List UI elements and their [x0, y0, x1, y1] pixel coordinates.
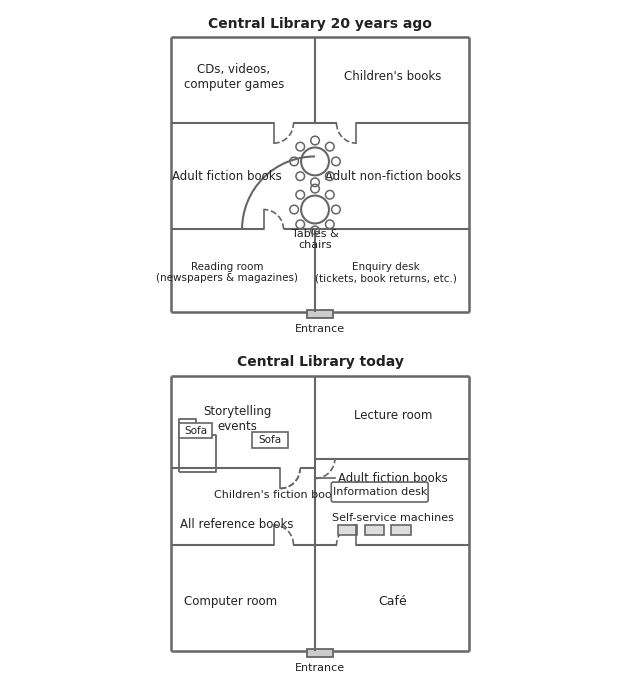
Text: Adult fiction books: Adult fiction books	[172, 170, 282, 183]
Text: All reference books: All reference books	[180, 518, 294, 531]
FancyBboxPatch shape	[332, 482, 428, 502]
Text: Central Library today: Central Library today	[237, 355, 403, 370]
Text: Self-service machines: Self-service machines	[332, 513, 454, 523]
Text: Reading room
(newspapers & magazines): Reading room (newspapers & magazines)	[156, 262, 298, 283]
Text: Sofa: Sofa	[184, 426, 207, 436]
Text: Children's books: Children's books	[344, 70, 442, 84]
Text: CDs, videos,
computer games: CDs, videos, computer games	[184, 63, 284, 91]
Bar	[365, 525, 384, 535]
Text: Children's fiction books: Children's fiction books	[214, 490, 344, 500]
Text: Tables &
chairs: Tables & chairs	[292, 229, 339, 250]
FancyBboxPatch shape	[179, 423, 212, 438]
Text: Enquiry desk
(tickets, book returns, etc.): Enquiry desk (tickets, book returns, etc…	[316, 262, 457, 283]
Text: Adult non-fiction books: Adult non-fiction books	[325, 170, 461, 183]
Text: Entrance: Entrance	[295, 663, 345, 672]
Bar	[307, 649, 333, 657]
Text: Central Library 20 years ago: Central Library 20 years ago	[208, 17, 432, 31]
Bar	[307, 310, 333, 319]
Text: Adult fiction books: Adult fiction books	[338, 472, 448, 485]
FancyBboxPatch shape	[252, 432, 288, 448]
Bar	[391, 525, 410, 535]
Text: Entrance: Entrance	[295, 324, 345, 334]
Bar	[339, 525, 358, 535]
Text: Lecture room: Lecture room	[354, 409, 432, 422]
Text: Computer room: Computer room	[184, 595, 277, 607]
Text: Café: Café	[379, 595, 407, 607]
Text: Storytelling
events: Storytelling events	[203, 405, 271, 433]
Text: Information desk: Information desk	[333, 487, 427, 497]
Text: Sofa: Sofa	[259, 435, 282, 445]
